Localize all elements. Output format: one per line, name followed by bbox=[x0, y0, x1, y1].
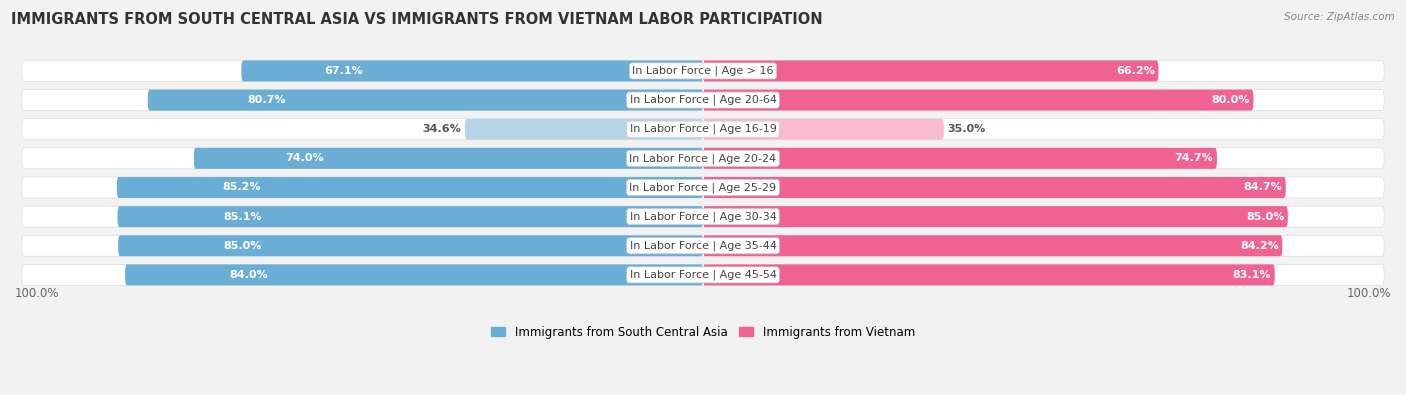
FancyBboxPatch shape bbox=[22, 90, 1384, 111]
FancyBboxPatch shape bbox=[703, 206, 1288, 227]
FancyBboxPatch shape bbox=[703, 90, 1253, 111]
FancyBboxPatch shape bbox=[703, 235, 1282, 256]
Text: 84.7%: 84.7% bbox=[1243, 182, 1282, 192]
FancyBboxPatch shape bbox=[465, 119, 703, 140]
Text: In Labor Force | Age 20-64: In Labor Force | Age 20-64 bbox=[630, 95, 776, 105]
Text: 85.2%: 85.2% bbox=[222, 182, 262, 192]
FancyBboxPatch shape bbox=[703, 148, 1218, 169]
FancyBboxPatch shape bbox=[22, 148, 1384, 169]
Text: 80.7%: 80.7% bbox=[247, 95, 287, 105]
Text: IMMIGRANTS FROM SOUTH CENTRAL ASIA VS IMMIGRANTS FROM VIETNAM LABOR PARTICIPATIO: IMMIGRANTS FROM SOUTH CENTRAL ASIA VS IM… bbox=[11, 12, 823, 27]
FancyBboxPatch shape bbox=[22, 119, 1384, 140]
FancyBboxPatch shape bbox=[117, 177, 703, 198]
FancyBboxPatch shape bbox=[22, 206, 1384, 227]
Text: In Labor Force | Age 30-34: In Labor Force | Age 30-34 bbox=[630, 211, 776, 222]
FancyBboxPatch shape bbox=[118, 206, 703, 227]
Text: 67.1%: 67.1% bbox=[325, 66, 363, 76]
FancyBboxPatch shape bbox=[22, 60, 1384, 81]
Text: 100.0%: 100.0% bbox=[15, 287, 59, 300]
Text: 100.0%: 100.0% bbox=[1347, 287, 1391, 300]
Text: 74.0%: 74.0% bbox=[285, 153, 325, 164]
Text: 66.2%: 66.2% bbox=[1116, 66, 1154, 76]
Text: 74.7%: 74.7% bbox=[1175, 153, 1213, 164]
Text: In Labor Force | Age 16-19: In Labor Force | Age 16-19 bbox=[630, 124, 776, 134]
FancyBboxPatch shape bbox=[703, 60, 1159, 81]
Text: 83.1%: 83.1% bbox=[1233, 270, 1271, 280]
FancyBboxPatch shape bbox=[22, 177, 1384, 198]
Text: In Labor Force | Age 45-54: In Labor Force | Age 45-54 bbox=[630, 270, 776, 280]
Text: 85.0%: 85.0% bbox=[224, 241, 262, 251]
FancyBboxPatch shape bbox=[125, 264, 703, 285]
FancyBboxPatch shape bbox=[22, 264, 1384, 285]
FancyBboxPatch shape bbox=[703, 119, 943, 140]
FancyBboxPatch shape bbox=[22, 235, 1384, 256]
FancyBboxPatch shape bbox=[242, 60, 703, 81]
FancyBboxPatch shape bbox=[148, 90, 703, 111]
Legend: Immigrants from South Central Asia, Immigrants from Vietnam: Immigrants from South Central Asia, Immi… bbox=[486, 321, 920, 343]
FancyBboxPatch shape bbox=[703, 264, 1275, 285]
Text: 80.0%: 80.0% bbox=[1212, 95, 1250, 105]
Text: Source: ZipAtlas.com: Source: ZipAtlas.com bbox=[1284, 12, 1395, 22]
FancyBboxPatch shape bbox=[118, 235, 703, 256]
FancyBboxPatch shape bbox=[194, 148, 703, 169]
Text: 35.0%: 35.0% bbox=[948, 124, 986, 134]
Text: 85.0%: 85.0% bbox=[1246, 212, 1284, 222]
Text: 84.2%: 84.2% bbox=[1240, 241, 1279, 251]
Text: In Labor Force | Age 20-24: In Labor Force | Age 20-24 bbox=[630, 153, 776, 164]
FancyBboxPatch shape bbox=[703, 177, 1285, 198]
Text: In Labor Force | Age 25-29: In Labor Force | Age 25-29 bbox=[630, 182, 776, 193]
Text: 34.6%: 34.6% bbox=[423, 124, 461, 134]
Text: In Labor Force | Age > 16: In Labor Force | Age > 16 bbox=[633, 66, 773, 76]
Text: 85.1%: 85.1% bbox=[224, 212, 262, 222]
Text: 84.0%: 84.0% bbox=[229, 270, 267, 280]
Text: In Labor Force | Age 35-44: In Labor Force | Age 35-44 bbox=[630, 241, 776, 251]
